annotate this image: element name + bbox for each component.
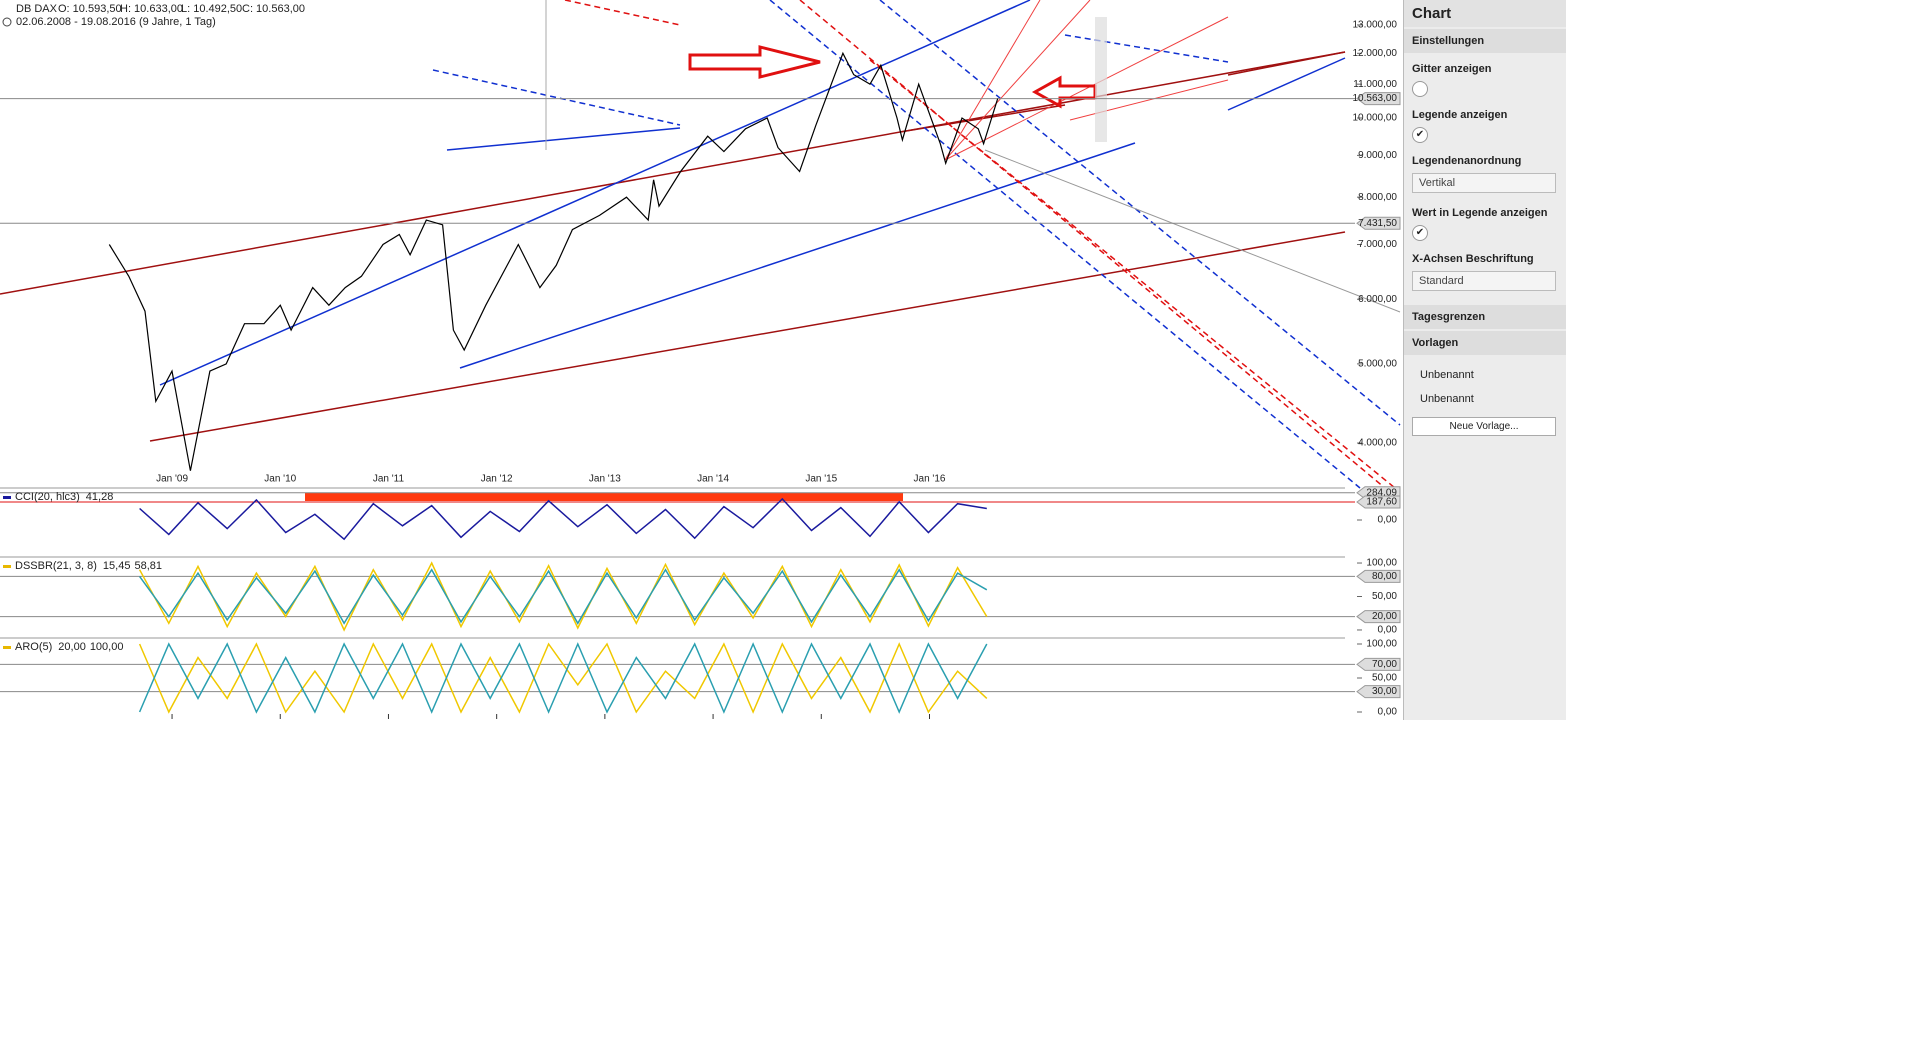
level-tag [1356, 569, 1401, 583]
y-tick-label: 100,00 [1366, 639, 1397, 650]
level-label: 80,00 [1372, 571, 1397, 582]
y-tick-label: 10.000,00 [1353, 113, 1398, 124]
option-label: Gitter anzeigen [1412, 63, 1492, 75]
ohlc-low: L: 10.492,50 [181, 3, 242, 15]
series-line [108, 51, 999, 471]
y-tick-label: 0,00 [1378, 515, 1398, 526]
y-tick-label: 9.000,00 [1358, 150, 1397, 161]
new-template-button[interactable]: Neue Vorlage... [1412, 417, 1556, 436]
x-tick-label: Jan '09 [156, 474, 188, 485]
checkbox[interactable] [1412, 81, 1428, 97]
level-label: 284,09 [1366, 487, 1397, 498]
drawings [0, 0, 1401, 489]
date-range: 02.06.2008 - 19.08.2016 (9 Jahre, 1 Tag) [16, 16, 216, 28]
y-tick-label: 0,00 [1378, 625, 1398, 636]
section-header[interactable]: Tagesgrenzen [1404, 305, 1566, 329]
indicator-title: DSSBR(21, 3, 8) [15, 560, 97, 572]
y-tick-label: 4.000,00 [1358, 438, 1397, 449]
series-line [138, 642, 988, 714]
template-item[interactable]: Unbenannt [1420, 393, 1474, 405]
x-tick-label: Jan '14 [697, 474, 729, 485]
legend-swatch [3, 646, 11, 649]
dropdown[interactable]: Standard [1412, 271, 1556, 291]
y-tick-label: 12.000,00 [1353, 48, 1398, 59]
ohlc-high: H: 10.633,00 [120, 3, 183, 15]
legend-swatch [3, 496, 11, 499]
y-tick-label: 50,00 [1372, 591, 1397, 602]
option-label: Wert in Legende anzeigen [1412, 207, 1548, 219]
highlight-bar [305, 493, 903, 501]
y-tick-label: 13.000,00 [1353, 20, 1398, 31]
option-label: Legende anzeigen [1412, 109, 1508, 121]
symbol: DB DAX [16, 3, 58, 15]
level-tag [1356, 92, 1401, 106]
y-tick-label: 8.000,00 [1358, 192, 1397, 203]
legend-value: 58,81 [134, 560, 162, 572]
section-header[interactable]: Vorlagen [1404, 331, 1566, 355]
sidebar: Chart Einstellungen Gitter anzeigen Lege… [1403, 0, 1566, 720]
indicator-title: ARO(5) [15, 641, 52, 653]
template-item[interactable]: Unbenannt [1420, 369, 1474, 381]
x-tick-label: Jan '16 [914, 474, 946, 485]
clock-icon [2, 17, 12, 27]
series-line [138, 568, 988, 625]
x-tick-label: Jan '15 [805, 474, 837, 485]
level-label: 20,00 [1372, 611, 1397, 622]
y-tick-label: 100,00 [1366, 558, 1397, 569]
level-tag [1356, 216, 1401, 230]
y-tick-label: 0,00 [1378, 707, 1398, 718]
ohlc-close: C: 10.563,00 [242, 3, 305, 15]
level-label: 187,60 [1366, 497, 1397, 508]
ohlc-open: O: 10.593,50 [58, 3, 122, 15]
legend-value: 100,00 [90, 641, 124, 653]
y-tick-label: 50,00 [1372, 673, 1397, 684]
x-tick-label: Jan '10 [264, 474, 296, 485]
legend-value: 41,28 [86, 491, 114, 503]
x-tick-label: Jan '13 [589, 474, 621, 485]
dropdown[interactable]: Vertikal [1412, 173, 1556, 193]
y-tick-label: 7.000,00 [1358, 239, 1397, 250]
option-label: X-Achsen Beschriftung [1412, 253, 1534, 265]
level-label: 10.563,00 [1353, 93, 1398, 104]
level-tag [1356, 610, 1401, 624]
y-tick-label: 6.000,00 [1358, 294, 1397, 305]
level-label: 70,00 [1372, 659, 1397, 670]
sidebar-title: Chart [1404, 0, 1566, 27]
level-tag [1356, 685, 1401, 699]
y-tick-label: 5.000,00 [1358, 359, 1397, 370]
y-tick-label: 11.000,00 [1353, 79, 1397, 90]
indicator-title: CCI(20, hlc3) [15, 491, 80, 503]
level-label: 30,00 [1372, 686, 1397, 697]
level-label: 7.431,50 [1358, 218, 1397, 229]
checkbox[interactable]: ✔ [1412, 225, 1428, 241]
section-header[interactable]: Einstellungen [1404, 29, 1566, 53]
series-line [138, 642, 988, 714]
legend-swatch [3, 565, 11, 568]
x-tick-label: Jan '11 [373, 474, 405, 485]
option-label: Legendenanordnung [1412, 155, 1522, 167]
level-tag [1356, 495, 1401, 509]
chart-area: DB DAX O: 10.593,50 H: 10.633,00 L: 10.4… [0, 0, 1401, 719]
legend-value: 15,45 [103, 560, 131, 572]
legend-value: 20,00 [58, 641, 86, 653]
level-tag [1356, 657, 1401, 671]
series-line [139, 497, 987, 541]
x-tick-label: Jan '12 [481, 474, 513, 485]
checkbox[interactable]: ✔ [1412, 127, 1428, 143]
